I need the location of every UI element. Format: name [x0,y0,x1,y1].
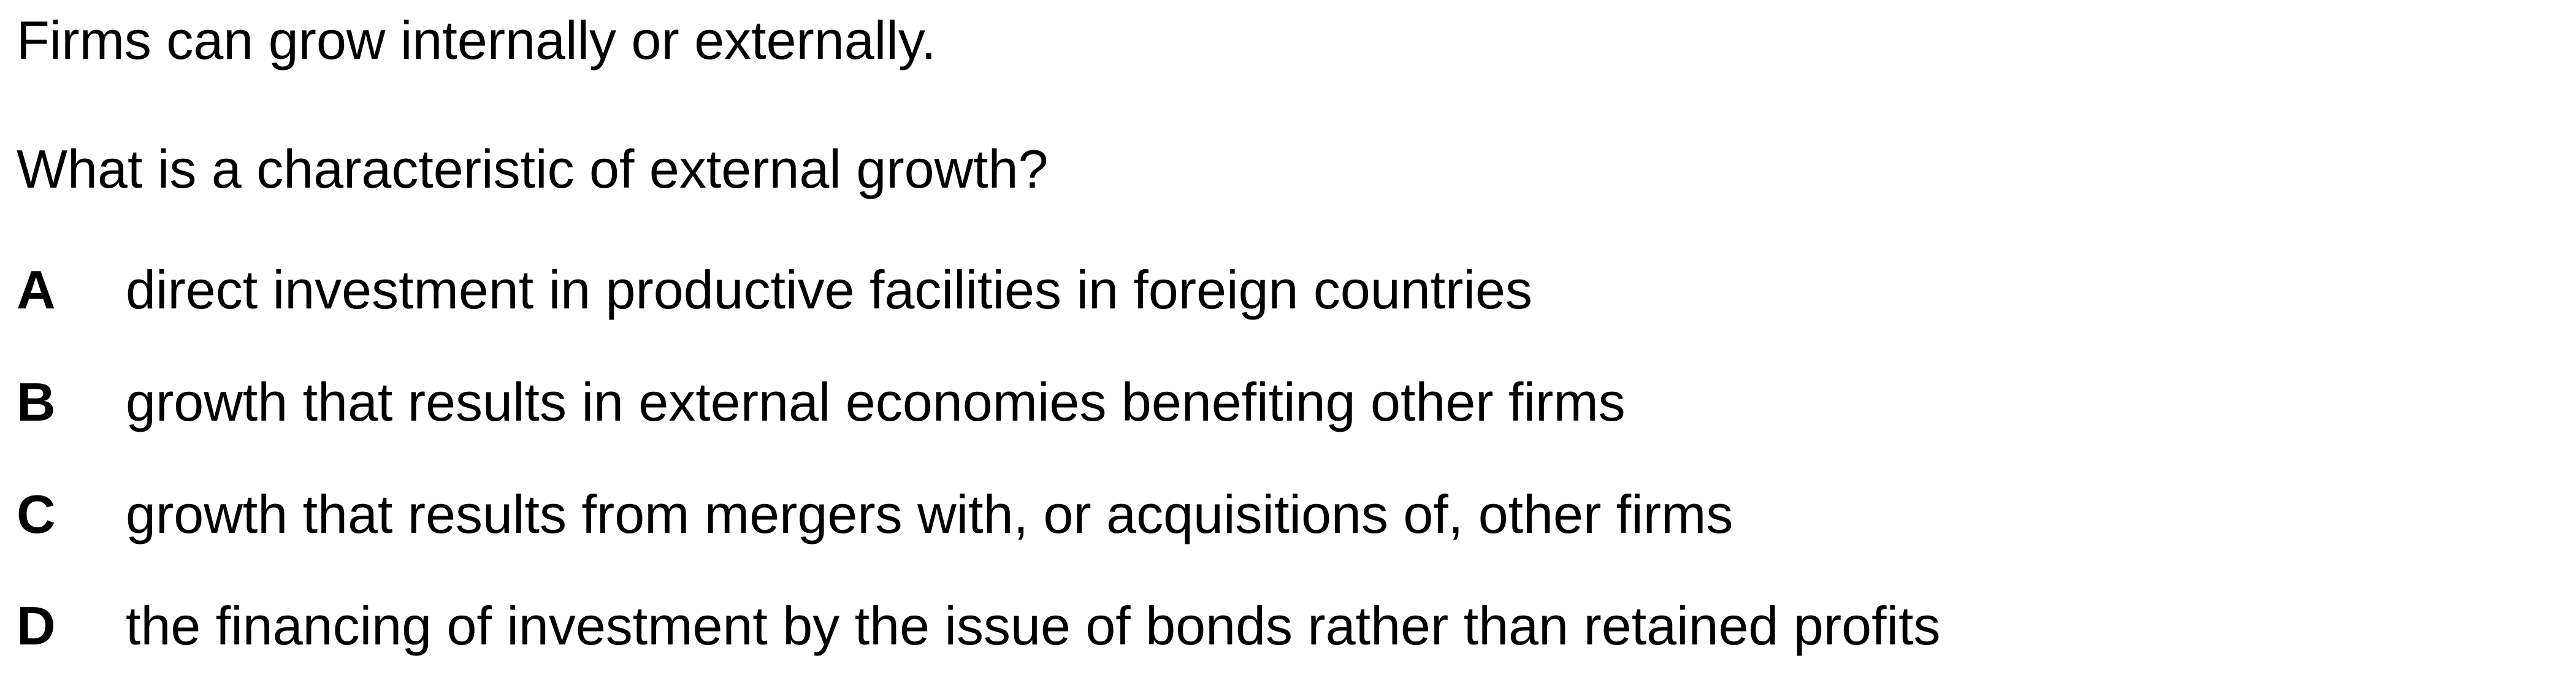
question-stem: What is a characteristic of external gro… [17,139,1049,199]
option-text: direct investment in productive faciliti… [126,259,1532,320]
option-letter: B [17,372,56,432]
option-letter: C [17,484,56,544]
option-letter: D [17,595,56,656]
option-text: growth that results in external economie… [126,372,1626,432]
option-letter: A [17,259,56,320]
intro-statement: Firms can grow internally or externally. [17,10,936,71]
option-text: the financing of investment by the issue… [126,595,1941,656]
option-text: growth that results from mergers with, o… [126,484,1733,544]
